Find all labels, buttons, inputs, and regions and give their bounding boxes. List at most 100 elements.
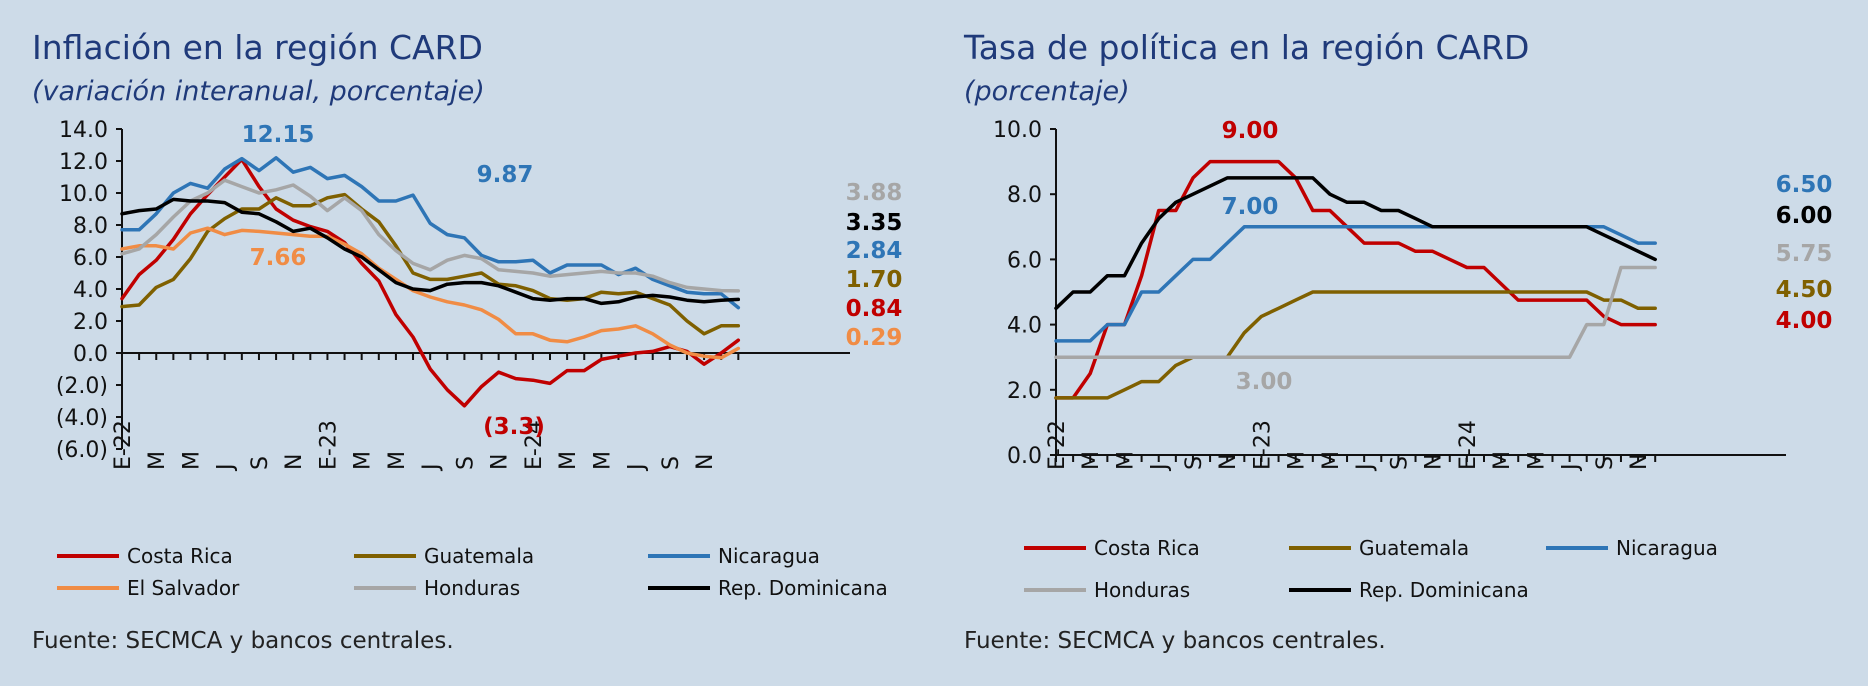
data-label-honduras: 3.88: [846, 180, 903, 206]
data-label-guatemala: 4.50: [1776, 277, 1833, 303]
x-tick-label: N: [1216, 454, 1241, 470]
legend-swatch: [1024, 546, 1086, 550]
x-tick-label: J: [1353, 464, 1378, 473]
x-tick-label: S: [1593, 456, 1618, 470]
inflation-chart: 14.0 12.0 10.0 8.0 6.0 4.0 2.0 0.0 (2.0) (4.0) (6.…: [56, 118, 903, 473]
legend-swatch: [354, 554, 416, 558]
x-tick-label: M: [590, 451, 615, 470]
source-note: Fuente: SECMCA y bancos centrales.: [32, 628, 454, 654]
series-line-rep-dominicana: [120, 197, 741, 306]
series-line-el-salvador: [120, 226, 741, 360]
data-label-costa-rica: 4.00: [1776, 308, 1833, 334]
y-tick-label: 2.0: [1007, 379, 1042, 404]
series-line-honduras: [120, 178, 741, 293]
x-tick-label: N: [1627, 454, 1652, 470]
series-line-rep-dominicana: [1054, 176, 1657, 311]
data-label-nicaragua: 7.00: [1222, 194, 1279, 220]
x-tick-label: S: [453, 456, 478, 470]
y-tick-label: (6.0): [56, 438, 108, 463]
legend-label: Rep. Dominicana: [718, 576, 888, 600]
data-label-nicaragua: 12.15: [242, 122, 315, 148]
x-tick-label: J: [419, 464, 444, 473]
legend-swatch: [354, 586, 416, 590]
data-label-rep-dominicana: 6.00: [1776, 203, 1833, 229]
series-line-nicaragua: [120, 156, 741, 310]
x-tick-label: M: [145, 451, 170, 470]
y-tick-label: 12.0: [59, 150, 108, 175]
data-label-guatemala: 1.70: [846, 267, 903, 293]
y-tick-label: 4.0: [1007, 314, 1042, 339]
legend-label: Nicaragua: [1616, 536, 1718, 560]
x-tick-label: M: [351, 451, 376, 470]
legend-item-costa-rica: Costa Rica: [1024, 536, 1200, 560]
chart-title: Inflación en la región CARD: [32, 28, 483, 67]
data-label-el-salvador: 7.66: [250, 245, 307, 271]
legend-label: Costa Rica: [127, 544, 233, 568]
y-tick-label: 0.0: [73, 342, 108, 367]
legend-swatch: [1024, 588, 1086, 592]
y-tick-label: 8.0: [73, 214, 108, 239]
legend-label: El Salvador: [127, 576, 240, 600]
x-tick-label: S: [659, 456, 684, 470]
x-tick-label: M: [385, 451, 410, 470]
legend-label: Guatemala: [424, 544, 535, 568]
y-tick-label: 4.0: [73, 278, 108, 303]
legend-item-costa-rica: Costa Rica: [57, 544, 233, 568]
x-tick-label: E-22: [1045, 420, 1070, 470]
inflation-panel: Inflación en la región CARD (variación i…: [32, 28, 903, 654]
legend-label: Honduras: [424, 576, 521, 600]
x-tick-label: E-22: [111, 420, 136, 470]
x-tick-label: J: [625, 464, 650, 473]
x-tick-label: J: [1148, 464, 1173, 473]
legend-item-honduras: Honduras: [354, 576, 521, 600]
data-label-el-salvador: 0.29: [846, 325, 903, 351]
data-label-rep-dominicana: 3.35: [846, 210, 903, 236]
legend-swatch: [1289, 588, 1351, 592]
chart-subtitle: (porcentaje): [964, 76, 1130, 107]
data-label-honduras: 5.75: [1776, 241, 1833, 267]
y-tick-label: 6.0: [1007, 248, 1042, 273]
x-tick-label: J: [214, 464, 239, 473]
legend-swatch: [1289, 546, 1351, 550]
data-label-costa-rica: 0.84: [846, 296, 903, 322]
source-note: Fuente: SECMCA y bancos centrales.: [964, 628, 1386, 654]
chart-subtitle: (variación interanual, porcentaje): [32, 76, 485, 107]
x-tick-label: S: [248, 456, 273, 470]
series-line-costa-rica: [1054, 159, 1657, 400]
x-tick-label: E-23: [1250, 420, 1275, 470]
y-tick-label: 10.0: [993, 118, 1042, 143]
y-tick-label: 6.0: [73, 246, 108, 271]
data-label-nicaragua: 9.87: [477, 162, 534, 188]
legend-label: Guatemala: [1359, 536, 1470, 560]
legend-item-honduras: Honduras: [1024, 578, 1191, 602]
legend-item-rep-dominicana: Rep. Dominicana: [648, 576, 888, 600]
legend-label: Rep. Dominicana: [1359, 578, 1529, 602]
y-tick-label: 10.0: [59, 182, 108, 207]
legend-item-rep-dominicana: Rep. Dominicana: [1289, 578, 1529, 602]
series-line-nicaragua: [1054, 225, 1657, 343]
x-tick-label: S: [1387, 456, 1412, 470]
legend-label: Nicaragua: [718, 544, 820, 568]
data-label-costa-rica: (3.3): [483, 414, 545, 440]
data-label-nicaragua: 2.84: [846, 238, 903, 264]
legend-label: Honduras: [1094, 578, 1191, 602]
series-line-honduras: [1054, 265, 1657, 359]
y-tick-label: 2.0: [73, 310, 108, 335]
y-tick-label: (4.0): [56, 406, 108, 431]
policy-rate-chart: 10.08.06.04.02.00.0 E-22 M M J S N E-23 M M J S N E-2…: [993, 118, 1833, 473]
x-tick-label: M: [1490, 451, 1515, 470]
y-tick-label: 8.0: [1007, 183, 1042, 208]
legend-item-el-salvador: El Salvador: [57, 576, 240, 600]
y-tick-label: 0.0: [1007, 444, 1042, 469]
legend-swatch: [1546, 546, 1608, 550]
chart-title: Tasa de política en la región CARD: [964, 28, 1530, 67]
y-tick-label: 14.0: [59, 118, 108, 143]
x-tick-label: N: [282, 454, 307, 470]
legend-swatch: [57, 554, 119, 558]
x-tick-label: M: [1524, 451, 1549, 470]
x-tick-label: M: [179, 451, 204, 470]
x-tick-label: N: [488, 454, 513, 470]
legend-item-guatemala: Guatemala: [1289, 536, 1470, 560]
legend-item-nicaragua: Nicaragua: [648, 544, 820, 568]
series-line-guatemala: [120, 192, 741, 336]
